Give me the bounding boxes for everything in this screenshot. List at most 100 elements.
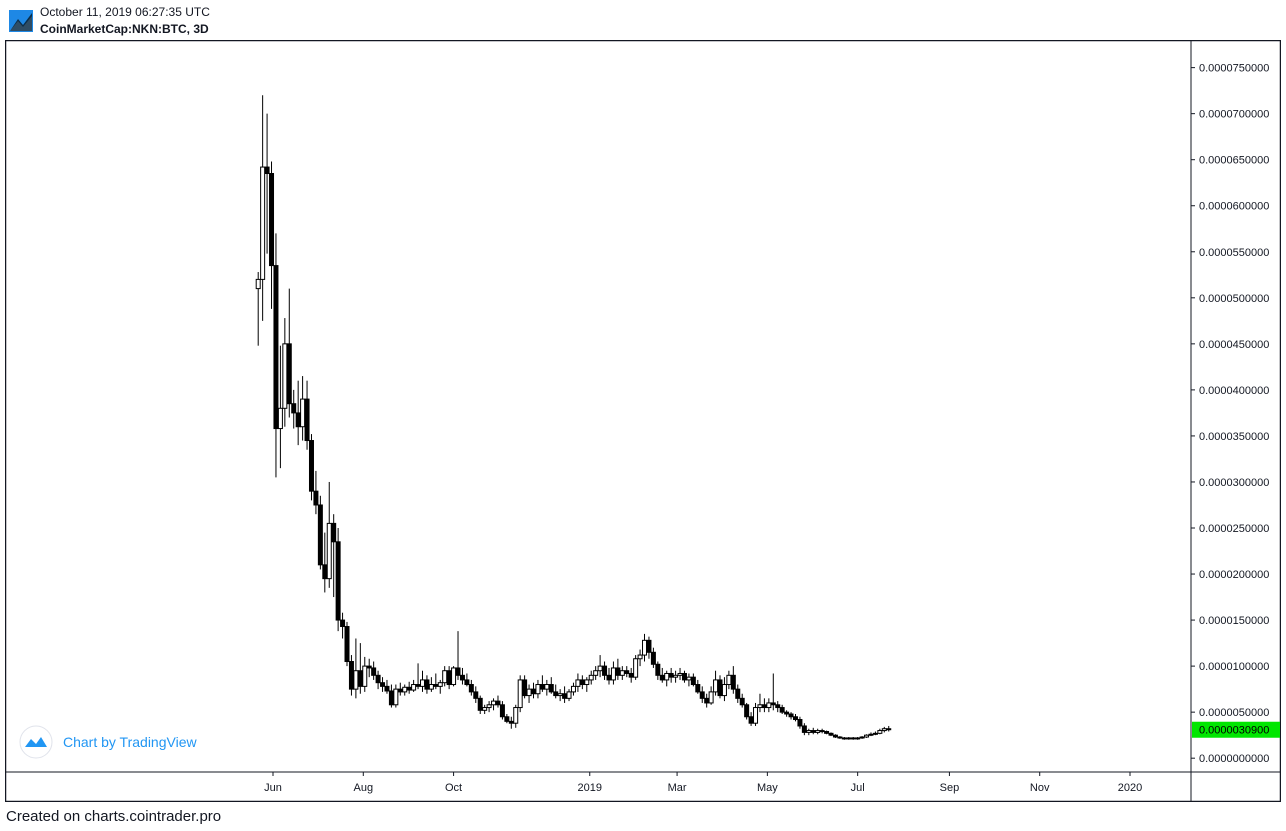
candle-body-up — [402, 686, 408, 693]
candle — [642, 633, 648, 662]
candle — [491, 698, 497, 711]
candle-body-up — [255, 278, 261, 290]
candle — [264, 113, 270, 254]
candle-body-up — [282, 343, 288, 409]
candle-body-up — [353, 670, 359, 690]
candle-body-down — [406, 686, 412, 691]
candle-body-up — [428, 684, 434, 690]
candle-body-down — [273, 265, 279, 430]
candle-body-down — [739, 697, 745, 706]
candle — [837, 736, 843, 739]
candle — [464, 673, 470, 687]
candle-body-down — [264, 166, 270, 175]
badge-circle — [19, 725, 53, 759]
candle-body-down — [624, 670, 630, 674]
candle — [801, 723, 807, 736]
price-axis[interactable]: 0.0000000000 0.0000050000 0.0000100000 0.00… — [1191, 63, 1269, 766]
candle-body-up — [859, 736, 865, 739]
candle-body-down — [553, 691, 559, 697]
candles-layer — [255, 95, 892, 740]
candle-body-down — [304, 398, 310, 442]
candle-body-up — [726, 674, 732, 686]
candle-body-down — [770, 702, 776, 706]
candle-body-down — [508, 720, 514, 724]
candle-body-down — [792, 716, 798, 721]
candle-body-up — [566, 691, 572, 699]
candle — [539, 675, 545, 692]
time-tick-label: Jun — [264, 782, 282, 794]
candle — [650, 647, 656, 668]
candle-body-down — [801, 725, 807, 733]
candle — [775, 701, 781, 713]
candle-body-down — [295, 412, 301, 428]
candle — [721, 677, 727, 702]
tradingview-badge[interactable]: Chart by TradingView — [19, 725, 197, 759]
candle — [362, 656, 368, 692]
time-tick-label: Aug — [353, 782, 373, 794]
candle — [273, 233, 279, 478]
chart-border — [5, 40, 1281, 802]
candle — [548, 677, 554, 694]
candle-body-up — [482, 707, 488, 711]
candle — [841, 737, 847, 740]
candle — [881, 726, 887, 733]
candle — [664, 670, 670, 687]
candle — [260, 95, 266, 321]
candle — [477, 695, 483, 714]
time-tick-label: Jul — [851, 782, 865, 794]
candle-body-up — [437, 682, 443, 687]
candle — [779, 704, 785, 714]
candle-body-up — [619, 670, 625, 676]
footer-credit: Created on charts.cointrader.pro — [6, 808, 222, 825]
candle-body-down — [784, 711, 790, 715]
candle — [788, 712, 794, 720]
candle-body-up — [642, 639, 648, 656]
candle — [282, 318, 288, 427]
candle-body-up — [419, 679, 425, 687]
candle — [566, 689, 572, 702]
candle — [633, 655, 639, 680]
candle-body-down — [841, 737, 847, 740]
candle — [486, 701, 492, 713]
candle — [588, 670, 594, 685]
candle-body-down — [775, 704, 781, 709]
candle-body-down — [397, 688, 403, 693]
candle-body-up — [721, 684, 727, 697]
candle-body-down — [615, 667, 621, 676]
candle — [499, 701, 505, 720]
candle-body-down — [628, 672, 634, 678]
candle-body-up — [411, 684, 417, 691]
candle — [753, 702, 759, 726]
chart-header: October 11, 2019 06:27:35 UTC CoinMarket… — [0, 0, 1286, 40]
candle — [766, 698, 772, 713]
candle — [366, 658, 372, 678]
candle — [557, 689, 563, 702]
candle — [593, 666, 599, 680]
candle-body-up — [486, 704, 492, 709]
candle-body-down — [886, 728, 892, 731]
candle-body-down — [828, 732, 834, 736]
candle-body-down — [531, 688, 537, 695]
price-tick-label: 0.0000250000 — [1199, 523, 1269, 535]
candle — [331, 514, 337, 598]
candle-body-down — [761, 704, 767, 709]
price-tick-label: 0.0000200000 — [1199, 569, 1269, 581]
time-axis[interactable]: Jun Aug Oct 2019 Mar May Jul Sep Nov 2020 — [264, 772, 1142, 794]
candle-body-down — [340, 619, 346, 628]
candle — [277, 345, 283, 469]
candle-body-down — [695, 684, 701, 693]
candle — [610, 661, 616, 685]
candle-body-down — [308, 440, 314, 492]
badge-label[interactable]: Chart by TradingView — [63, 734, 197, 750]
price-tick-label: 0.0000700000 — [1199, 109, 1269, 121]
price-tick-label: 0.0000050000 — [1199, 707, 1269, 719]
candle-body-down — [668, 672, 674, 678]
candle-body-up — [593, 670, 599, 676]
candle — [348, 655, 354, 696]
candle-body-up — [757, 704, 763, 709]
time-tick-label: Mar — [668, 782, 687, 794]
candle — [495, 695, 501, 708]
candlestick-chart[interactable]: 0.0000000000 0.0000050000 0.0000100000 0.00… — [5, 40, 1281, 802]
candle — [393, 684, 399, 708]
candle-body-up — [815, 730, 821, 733]
